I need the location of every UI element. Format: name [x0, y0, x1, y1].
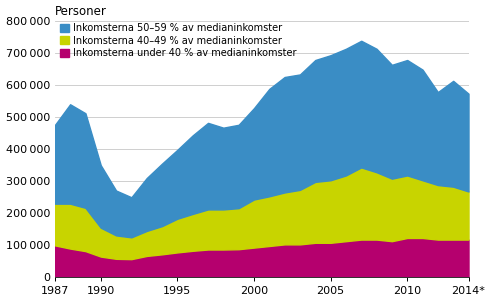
Text: Personer: Personer — [55, 5, 107, 18]
Legend: Inkomsterna 50–59 % av medianinkomster, Inkomsterna 40–49 % av medianinkomster, : Inkomsterna 50–59 % av medianinkomster, … — [59, 23, 297, 58]
